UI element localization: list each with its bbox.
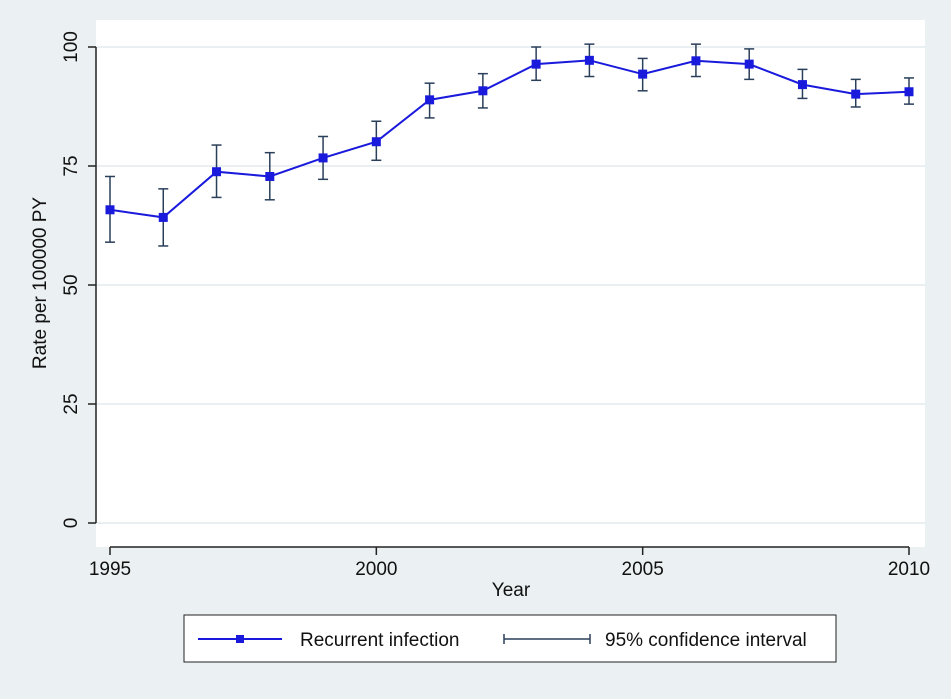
legend: Recurrent infection 95% confidence inter… [183, 614, 837, 663]
data-point-marker [478, 86, 488, 96]
data-point-marker [584, 55, 594, 65]
x-tick-label: 2010 [888, 559, 930, 580]
x-tick-label: 1995 [89, 559, 131, 580]
data-point-marker [638, 69, 648, 79]
data-point-marker [318, 153, 328, 163]
gridlines [96, 46, 925, 524]
data-point-marker [851, 89, 861, 99]
data-point-marker [425, 95, 435, 105]
data-point-marker [797, 80, 807, 90]
x-tick-label: 2000 [355, 559, 397, 580]
legend-label-series: Recurrent infection [300, 630, 459, 651]
plot-area [96, 20, 925, 547]
x-tick-label: 2005 [622, 559, 664, 580]
data-point-marker [904, 87, 914, 97]
data-point-marker [691, 56, 701, 66]
data-point-marker [531, 59, 541, 69]
legend-square-marker [236, 635, 244, 643]
y-tick-label: 0 [61, 518, 82, 529]
data-point-marker [158, 212, 168, 222]
y-tick-label: 25 [61, 393, 82, 414]
data-point-marker [371, 137, 381, 147]
series-line-recurrent-infection [109, 59, 910, 219]
axes: 0 25 50 75 100 1995 2000 2005 2010 [61, 31, 930, 580]
x-axis-label: Year [492, 580, 531, 601]
data-point-marker [212, 167, 222, 177]
y-tick-label: 50 [61, 274, 82, 295]
y-tick-label: 75 [61, 155, 82, 176]
y-axis-label: Rate per 100000 PY [30, 197, 51, 370]
data-point-marker [744, 59, 754, 69]
data-point-marker [265, 171, 275, 181]
series-layer [105, 55, 914, 222]
y-tick-label: 100 [61, 31, 82, 63]
legend-label-ci: 95% confidence interval [605, 630, 807, 651]
data-point-marker [105, 205, 115, 215]
